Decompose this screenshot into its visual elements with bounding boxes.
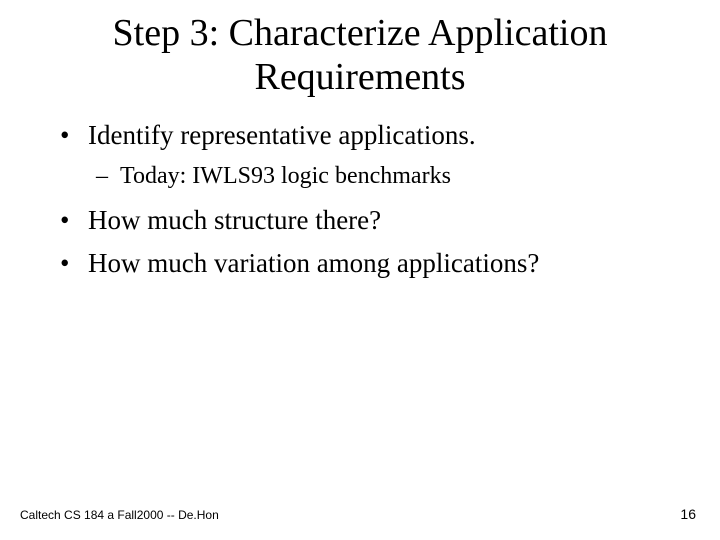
bullet-subitem: Today: IWLS93 logic benchmarks [96, 160, 700, 192]
slide-title: Step 3: Characterize Application Require… [20, 12, 700, 99]
bullet-item: How much structure there? [60, 202, 700, 238]
bullet-item: Identify representative applications. [60, 117, 700, 153]
footer-left: Caltech CS 184 a Fall2000 -- De.Hon [20, 508, 219, 522]
slide-content: Identify representative applications. To… [20, 117, 700, 281]
slide-number: 16 [680, 506, 696, 522]
slide: Step 3: Characterize Application Require… [0, 0, 720, 540]
bullet-item: How much variation among applications? [60, 245, 700, 281]
